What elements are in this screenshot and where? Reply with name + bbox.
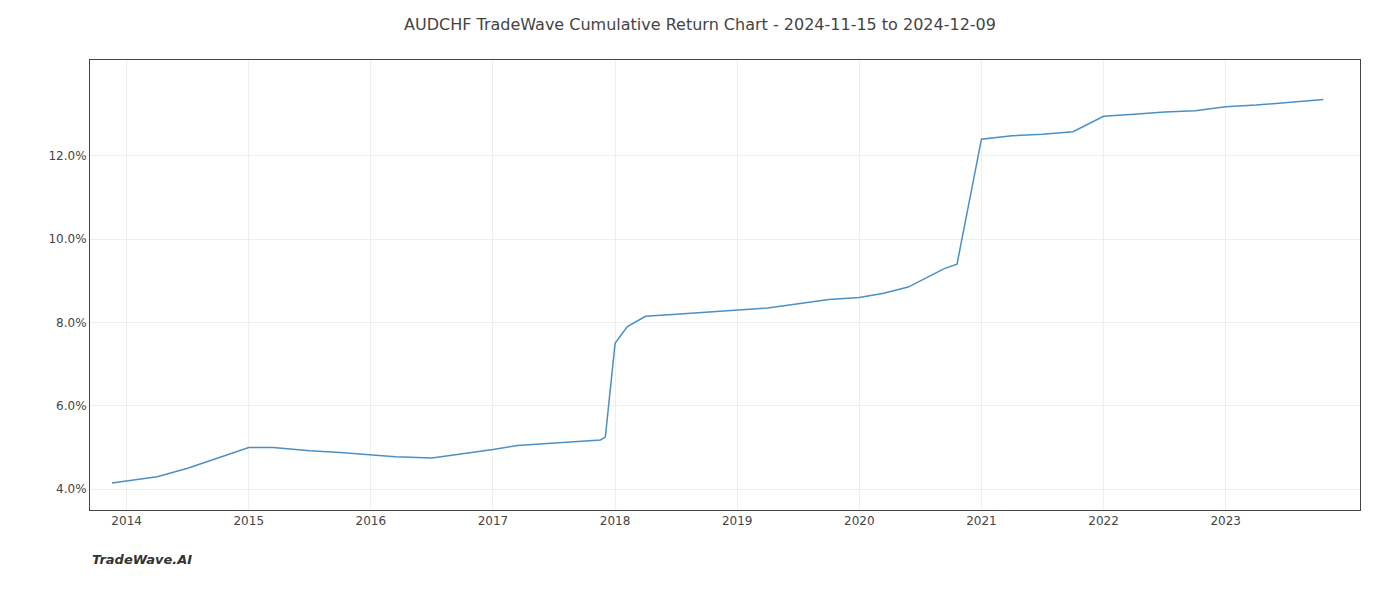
svg-text:2016: 2016 [356,514,387,528]
svg-text:6.0%: 6.0% [56,399,87,413]
svg-text:TradeWave.AI: TradeWave.AI [92,552,192,567]
svg-text:2023: 2023 [1210,514,1241,528]
svg-text:4.0%: 4.0% [56,482,87,496]
svg-text:AUDCHF TradeWave Cumulative Re: AUDCHF TradeWave Cumulative Return Chart… [404,15,996,34]
svg-text:2020: 2020 [844,514,875,528]
svg-text:2022: 2022 [1088,514,1119,528]
svg-text:2014: 2014 [111,514,142,528]
svg-text:10.0%: 10.0% [48,232,86,246]
svg-text:2018: 2018 [600,514,631,528]
svg-text:12.0%: 12.0% [48,149,86,163]
svg-text:2019: 2019 [722,514,753,528]
svg-text:8.0%: 8.0% [56,316,87,330]
svg-text:2021: 2021 [966,514,997,528]
svg-text:2015: 2015 [233,514,264,528]
svg-text:2017: 2017 [478,514,509,528]
